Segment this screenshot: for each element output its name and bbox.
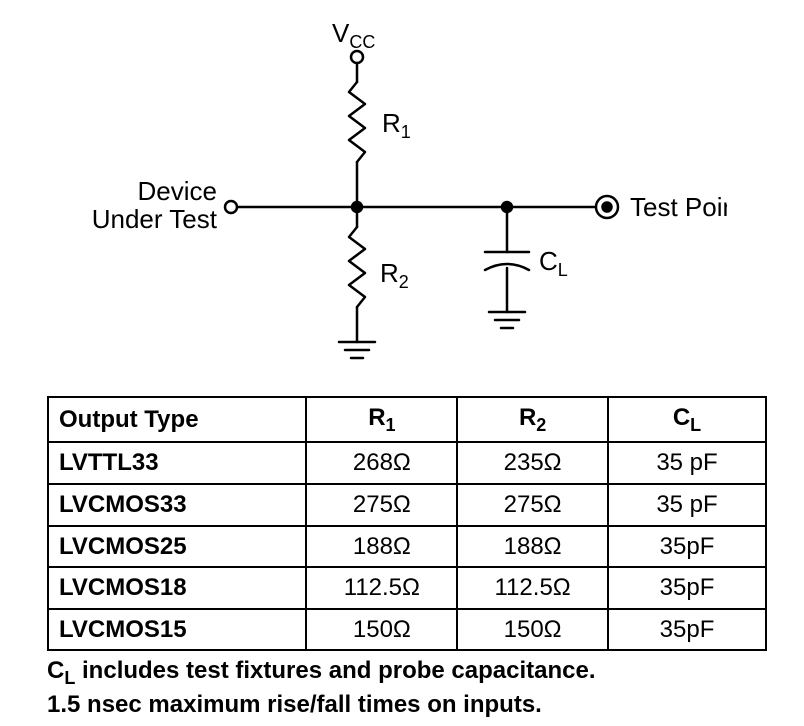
cell-cl: 35pF	[608, 567, 766, 609]
table-row: LVCMOS18 112.5Ω 112.5Ω 35pF	[48, 567, 766, 609]
cell-output-type: LVCMOS25	[48, 526, 306, 568]
table-row: LVCMOS25 188Ω 188Ω 35pF	[48, 526, 766, 568]
schematic-svg: VCC R1 R2 CL Device Under Test Test Poin…	[87, 12, 727, 382]
cell-r1: 150Ω	[306, 609, 457, 651]
footnote-risefall: 1.5 nsec maximum rise/fall times on inpu…	[47, 691, 767, 719]
col-output-type: Output Type	[48, 397, 306, 442]
cell-r1: 275Ω	[306, 484, 457, 526]
cell-output-type: LVCMOS18	[48, 567, 306, 609]
cell-r2: 112.5Ω	[457, 567, 608, 609]
label-dut-line2: Under Test	[92, 204, 218, 234]
cell-cl: 35pF	[608, 526, 766, 568]
footnote-cl: CL includes test fixtures and probe capa…	[47, 657, 767, 689]
label-r1: R1	[382, 108, 411, 142]
table-header-row: Output Type R1 R2 CL	[48, 397, 766, 442]
label-vcc: VCC	[332, 18, 375, 52]
cell-r2: 235Ω	[457, 442, 608, 484]
col-r2: R2	[457, 397, 608, 442]
label-r2: R2	[380, 258, 409, 292]
page: VCC R1 R2 CL Device Under Test Test Poin…	[0, 0, 804, 726]
cell-r1: 188Ω	[306, 526, 457, 568]
cell-cl: 35pF	[608, 609, 766, 651]
parameters-table: Output Type R1 R2 CL LVTTL33 268Ω 235Ω 3…	[47, 396, 767, 651]
cell-r1: 268Ω	[306, 442, 457, 484]
cell-cl: 35 pF	[608, 484, 766, 526]
table-row: LVCMOS33 275Ω 275Ω 35 pF	[48, 484, 766, 526]
label-dut-line1: Device	[138, 176, 217, 206]
table-row: LVTTL33 268Ω 235Ω 35 pF	[48, 442, 766, 484]
col-r1: R1	[306, 397, 457, 442]
footnotes: CL includes test fixtures and probe capa…	[47, 657, 767, 719]
cell-output-type: LVCMOS15	[48, 609, 306, 651]
cell-r1: 112.5Ω	[306, 567, 457, 609]
col-cl: CL	[608, 397, 766, 442]
cell-output-type: LVCMOS33	[48, 484, 306, 526]
label-cl: CL	[539, 246, 568, 280]
label-test-point: Test Point	[630, 192, 727, 222]
cell-cl: 35 pF	[608, 442, 766, 484]
cell-output-type: LVTTL33	[48, 442, 306, 484]
schematic: VCC R1 R2 CL Device Under Test Test Poin…	[87, 12, 727, 382]
cell-r2: 150Ω	[457, 609, 608, 651]
table-row: LVCMOS15 150Ω 150Ω 35pF	[48, 609, 766, 651]
cell-r2: 188Ω	[457, 526, 608, 568]
cell-r2: 275Ω	[457, 484, 608, 526]
